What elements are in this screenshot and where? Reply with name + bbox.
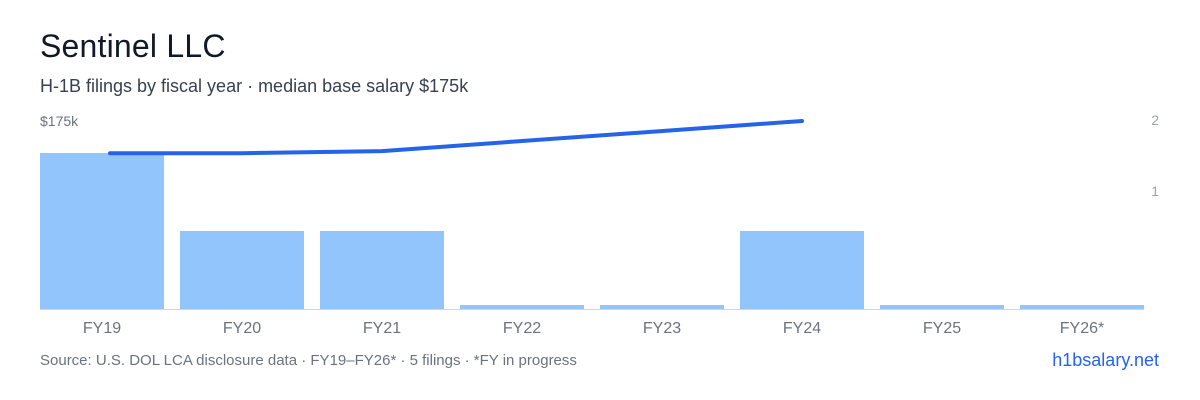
bar-fy25 [880, 305, 1004, 309]
x-tick-label: FY20 [223, 320, 261, 337]
bar-series [40, 153, 1144, 309]
brand-link[interactable]: h1bsalary.net [1052, 350, 1159, 370]
chart-title: Sentinel LLC [40, 28, 226, 64]
x-tick-label: FY25 [923, 320, 961, 337]
right-axis-tick-label: 2 [1151, 112, 1159, 128]
chart-subtitle: H-1B filings by fiscal year · median bas… [40, 76, 469, 96]
right-axis-tick-label: 1 [1151, 183, 1159, 199]
source-note: Source: U.S. DOL LCA disclosure data · F… [40, 352, 577, 369]
x-tick-label: FY26* [1060, 320, 1104, 337]
x-tick-label: FY23 [643, 320, 681, 337]
x-tick-label: FY24 [783, 320, 821, 337]
bar-fy20 [180, 231, 304, 309]
bar-fy22 [460, 305, 584, 309]
left-axis: $175k [40, 113, 79, 129]
x-tick-label: FY22 [503, 320, 541, 337]
x-axis-tick-labels: FY19 FY20 FY21 FY22 FY23 FY24 FY25 FY26* [83, 320, 1104, 337]
bar-fy19 [40, 153, 164, 309]
left-axis-top-label: $175k [40, 113, 79, 129]
x-tick-label: FY21 [363, 320, 401, 337]
bar-fy26 [1020, 305, 1144, 309]
salary-line-series [108, 119, 804, 156]
bar-fy24 [740, 231, 864, 309]
x-tick-label: FY19 [83, 320, 121, 337]
bar-fy23 [600, 305, 724, 309]
bar-fy21 [320, 231, 444, 309]
salary-line [108, 119, 804, 156]
right-axis: 21 [1151, 112, 1159, 199]
